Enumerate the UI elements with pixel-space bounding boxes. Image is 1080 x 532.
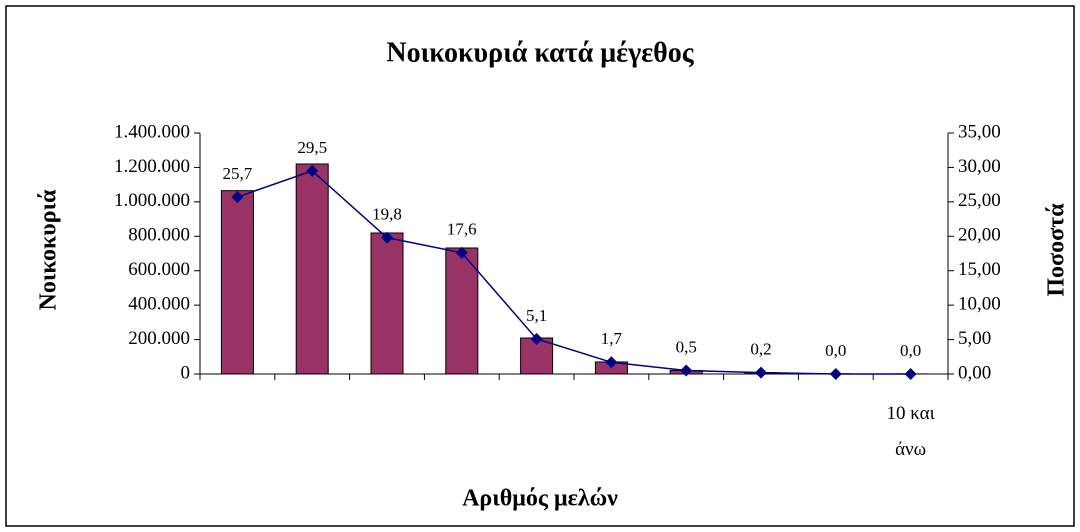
marker [381,231,393,244]
y-axis-label: Νοικοκυριά [36,189,62,310]
marker [306,164,319,177]
y-tick-label: 200.000 [128,328,190,349]
marker [755,366,767,379]
y2-tick-label: 15,00 [958,259,1001,280]
line [237,170,911,375]
y-tick-label: 800.000 [128,225,190,246]
chart-frame [5,5,1075,527]
data-label: 0,0 [825,341,846,360]
y2-tick-label: 5,00 [958,328,991,349]
y2-tick-label: 25,00 [958,190,1001,211]
marker [904,368,917,380]
y2-tick-label: 10,00 [958,294,1001,315]
bar [445,247,479,375]
data-label: 25,7 [223,164,253,183]
data-label: 0,5 [676,337,697,356]
y2-tick-label: 35,00 [958,121,1001,142]
data-label: 5,1 [526,306,547,325]
y-tick-label: 0 [181,362,191,383]
data-label: 1,7 [601,329,623,348]
bar [220,190,254,375]
y2-tick-label: 0,00 [958,362,991,383]
x-tick-label: 10 και άνω [886,403,935,460]
bar [295,163,329,375]
bar [370,232,404,375]
data-label: 0,0 [900,341,921,360]
marker [455,246,468,259]
data-label: 17,6 [447,220,477,239]
y-tick-label: 400.000 [128,294,190,315]
y2-tick-label: 30,00 [958,156,1001,177]
marker [680,364,693,377]
chart-title: Νοικοκυριά κατά μέγεθος [386,37,694,68]
marker [605,356,618,369]
data-label: 0,2 [750,340,771,359]
y2-axis-label: Ποσοστά [1044,203,1070,297]
x-axis-label: Αριθμός μελών [462,486,618,512]
marker [231,191,244,204]
y2-tick-label: 20,00 [958,225,1001,246]
y-tick-label: 1.200.000 [114,156,190,177]
y-tick-label: 600.000 [128,259,190,280]
data-label: 29,5 [297,138,327,157]
y-tick-label: 1.000.000 [114,190,190,211]
y-tick-label: 1.400.000 [114,121,190,142]
data-label: 19,8 [372,205,402,224]
marker [829,368,842,380]
marker [530,332,543,345]
